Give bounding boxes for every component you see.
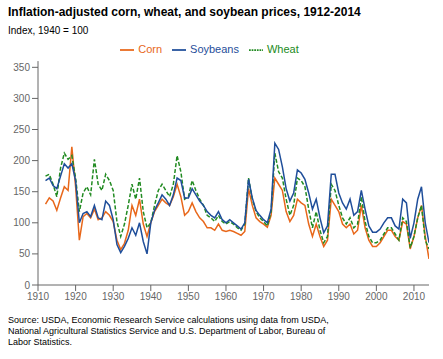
svg-text:1990: 1990 <box>328 291 351 302</box>
svg-text:1970: 1970 <box>252 291 275 302</box>
svg-text:350: 350 <box>13 62 30 73</box>
svg-text:1980: 1980 <box>290 291 313 302</box>
html-text:Inflation-adjusted corn, wheat: Inflation-adjusted corn, wheat, and soyb… <box>8 5 361 19</box>
svg-text:200: 200 <box>13 155 30 166</box>
svg-text:1930: 1930 <box>102 291 125 302</box>
svg-text:2010: 2010 <box>403 291 426 302</box>
html-text:Corn: Corn <box>138 43 162 55</box>
svg-text:1940: 1940 <box>140 291 163 302</box>
svg-text:1950: 1950 <box>177 291 200 302</box>
svg-text:150: 150 <box>13 186 30 197</box>
svg-text:300: 300 <box>13 93 30 104</box>
html-text:Wheat: Wheat <box>267 43 299 55</box>
svg-text:1920: 1920 <box>64 291 87 302</box>
svg-text:50: 50 <box>19 248 31 259</box>
html-text:Source: USDA, Economic Researc: Source: USDA, Economic Research Service … <box>8 315 329 347</box>
html-text:Index, 1940 = 100: Index, 1940 = 100 <box>8 25 89 36</box>
svg-text:0: 0 <box>24 280 30 291</box>
svg-text:250: 250 <box>13 124 30 135</box>
html-text:Soybeans: Soybeans <box>190 43 239 55</box>
svg-text:1910: 1910 <box>27 291 50 302</box>
svg-text:100: 100 <box>13 217 30 228</box>
svg-text:1960: 1960 <box>215 291 238 302</box>
svg-text:2000: 2000 <box>365 291 388 302</box>
